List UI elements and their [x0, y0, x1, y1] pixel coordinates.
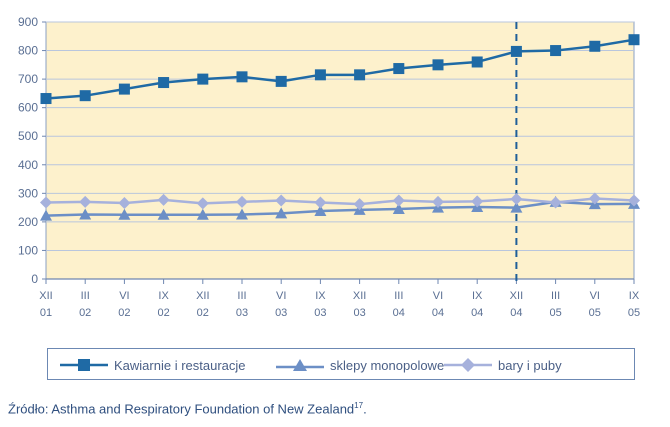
legend-label: sklepy monopolowe: [330, 358, 444, 373]
source-note: Źródło: Asthma and Respiratory Foundatio…: [8, 401, 367, 416]
x-tick-label-year: 01: [40, 307, 52, 319]
y-tick-label: 600: [18, 101, 38, 115]
y-tick-label: 0: [31, 272, 38, 286]
y-tick-label: 100: [18, 243, 38, 257]
y-tick-label: 900: [18, 15, 38, 29]
legend-item-bary: bary i puby: [444, 355, 562, 375]
x-tick-label-month: VI: [119, 290, 129, 302]
x-tick-label-year: 04: [432, 307, 444, 319]
x-tick-label-month: XII: [510, 290, 523, 302]
data-point: [158, 77, 169, 88]
data-point: [589, 41, 600, 52]
y-tick-label: 800: [18, 44, 38, 58]
data-point: [433, 59, 444, 70]
legend: Kawiarnie i restauracje sklepy monopolow…: [47, 348, 635, 380]
x-tick-label-month: III: [394, 290, 403, 302]
x-tick-label-year: 05: [628, 307, 640, 319]
x-tick-label-year: 03: [236, 307, 248, 319]
x-tick-label-month: XII: [353, 290, 366, 302]
x-tick-label-month: VI: [276, 290, 286, 302]
x-tick-label-year: 02: [157, 307, 169, 319]
y-axis-ticks: 0 100 200 300 400 500 600 700 800 900: [18, 15, 46, 286]
x-tick-label-month: IX: [472, 290, 483, 302]
data-point: [550, 45, 561, 56]
y-tick-label: 400: [18, 158, 38, 172]
data-point: [393, 63, 404, 74]
x-tick-label-year: 02: [118, 307, 130, 319]
y-tick-label: 500: [18, 129, 38, 143]
x-tick-label-month: III: [551, 290, 560, 302]
legend-diamond-marker-icon: [444, 358, 492, 372]
source-end: .: [363, 401, 367, 416]
data-point: [119, 84, 130, 95]
x-tick-label-year: 02: [79, 307, 91, 319]
x-tick-label-year: 04: [510, 307, 522, 319]
x-tick-label-month: IX: [315, 290, 326, 302]
x-tick-label-year: 02: [197, 307, 209, 319]
legend-square-marker-icon: [60, 358, 108, 372]
y-tick-label: 200: [18, 215, 38, 229]
data-point: [197, 74, 208, 85]
x-tick-label-year: 03: [353, 307, 365, 319]
y-tick-label: 300: [18, 186, 38, 200]
x-tick-label-month: VI: [433, 290, 443, 302]
data-point: [629, 34, 640, 45]
plot-area: [46, 22, 634, 279]
x-tick-label-year: 03: [314, 307, 326, 319]
legend-triangle-marker-icon: [276, 358, 324, 372]
y-tick-label: 700: [18, 72, 38, 86]
data-point: [41, 93, 52, 104]
x-tick-label-month: XII: [196, 290, 209, 302]
x-tick-label-month: VI: [590, 290, 600, 302]
x-tick-label-month: IX: [158, 290, 169, 302]
legend-label: bary i puby: [498, 358, 562, 373]
source-text: Asthma and Respiratory Foundation of New…: [51, 401, 354, 416]
data-point: [315, 69, 326, 80]
legend-label: Kawiarnie i restauracje: [114, 358, 246, 373]
source-label: Źródło: [8, 401, 45, 416]
x-tick-label-month: III: [237, 290, 246, 302]
x-axis-ticks: XII 01 III 02 VI 02 IX 02 XII 02 III 03 VI 03 IX 03 XII 0…: [39, 279, 640, 319]
source-footnote: 17: [354, 401, 363, 410]
legend-item-kawiarnie: Kawiarnie i restauracje: [60, 355, 246, 375]
data-point: [276, 76, 287, 87]
data-point: [511, 46, 522, 57]
x-tick-label-month: XII: [39, 290, 52, 302]
data-point: [237, 71, 248, 82]
x-tick-label-month: IX: [629, 290, 640, 302]
x-tick-label-year: 04: [393, 307, 405, 319]
x-tick-label-year: 05: [549, 307, 561, 319]
x-tick-label-year: 05: [589, 307, 601, 319]
x-tick-label-year: 03: [275, 307, 287, 319]
data-point: [80, 90, 91, 101]
line-chart: 0 100 200 300 400 500 600 700 800 900 XII 01 III 02 V…: [0, 0, 670, 345]
x-tick-label-month: III: [81, 290, 90, 302]
data-point: [354, 69, 365, 80]
data-point: [472, 56, 483, 67]
legend-item-sklepy: sklepy monopolowe: [276, 355, 444, 375]
x-tick-label-year: 04: [471, 307, 483, 319]
